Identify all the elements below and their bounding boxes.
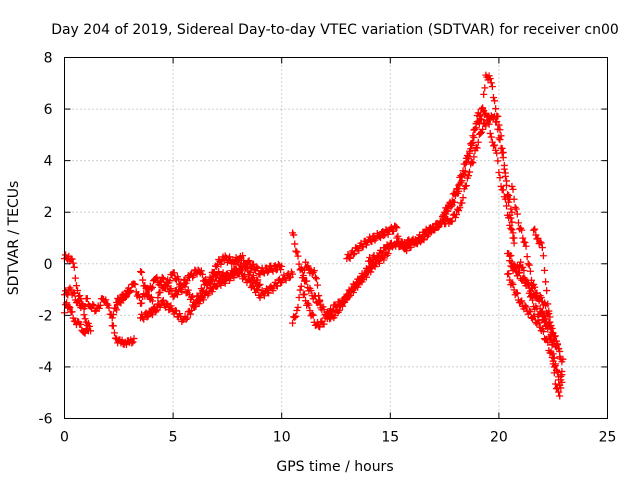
series-track-o bbox=[441, 105, 518, 247]
marker-trace bbox=[299, 248, 392, 331]
marker-trace bbox=[343, 222, 401, 263]
marker-trace bbox=[137, 252, 264, 300]
x-tick-label: 20 bbox=[490, 430, 508, 446]
x-tick-label: 10 bbox=[273, 430, 291, 446]
x-tick-label: 0 bbox=[60, 430, 69, 446]
marker-trace bbox=[530, 225, 566, 400]
marker-trace bbox=[393, 71, 516, 255]
y-tick-label: 6 bbox=[44, 102, 53, 118]
tick-labels-layer: 0 5 10 15 20 25 -6 -4 -2 0 2 4 6 8 bbox=[39, 51, 617, 446]
series-track-f bbox=[137, 266, 297, 325]
x-tick-label: 5 bbox=[169, 430, 178, 446]
series-track-d bbox=[108, 322, 138, 349]
x-axis-label: GPS time / hours bbox=[276, 459, 393, 475]
series-track-g bbox=[137, 252, 264, 300]
series-track-j bbox=[299, 248, 392, 331]
chart-title: Day 204 of 2019, Sidereal Day-to-day VTE… bbox=[51, 22, 619, 38]
x-tick-label: 25 bbox=[599, 430, 617, 446]
y-tick-label: -6 bbox=[39, 412, 53, 428]
marks-layer bbox=[61, 71, 567, 400]
marker-trace bbox=[289, 258, 325, 327]
series-track-n bbox=[404, 112, 518, 249]
plot-frame bbox=[64, 57, 608, 419]
series-track-h bbox=[289, 258, 325, 327]
x-tick-label: 15 bbox=[381, 430, 399, 446]
y-tick-label: 0 bbox=[44, 257, 53, 273]
marker-trace bbox=[508, 182, 567, 389]
y-tick-label: -4 bbox=[39, 360, 53, 376]
ticks-layer bbox=[64, 57, 608, 419]
y-tick-label: 4 bbox=[44, 154, 53, 170]
y-tick-label: 2 bbox=[44, 205, 53, 221]
marker-trace bbox=[404, 112, 518, 249]
y-tick-label: -2 bbox=[39, 308, 53, 324]
series-track-t bbox=[508, 182, 567, 389]
marker-trace bbox=[108, 322, 138, 349]
series-track-k bbox=[343, 222, 401, 263]
series-track-m bbox=[393, 71, 516, 255]
marker-trace bbox=[137, 266, 297, 325]
y-tick-label: 8 bbox=[44, 51, 53, 67]
marker-trace bbox=[441, 105, 518, 247]
y-axis-label: SDTVAR / TECUs bbox=[6, 181, 22, 296]
series-track-s bbox=[530, 225, 566, 400]
